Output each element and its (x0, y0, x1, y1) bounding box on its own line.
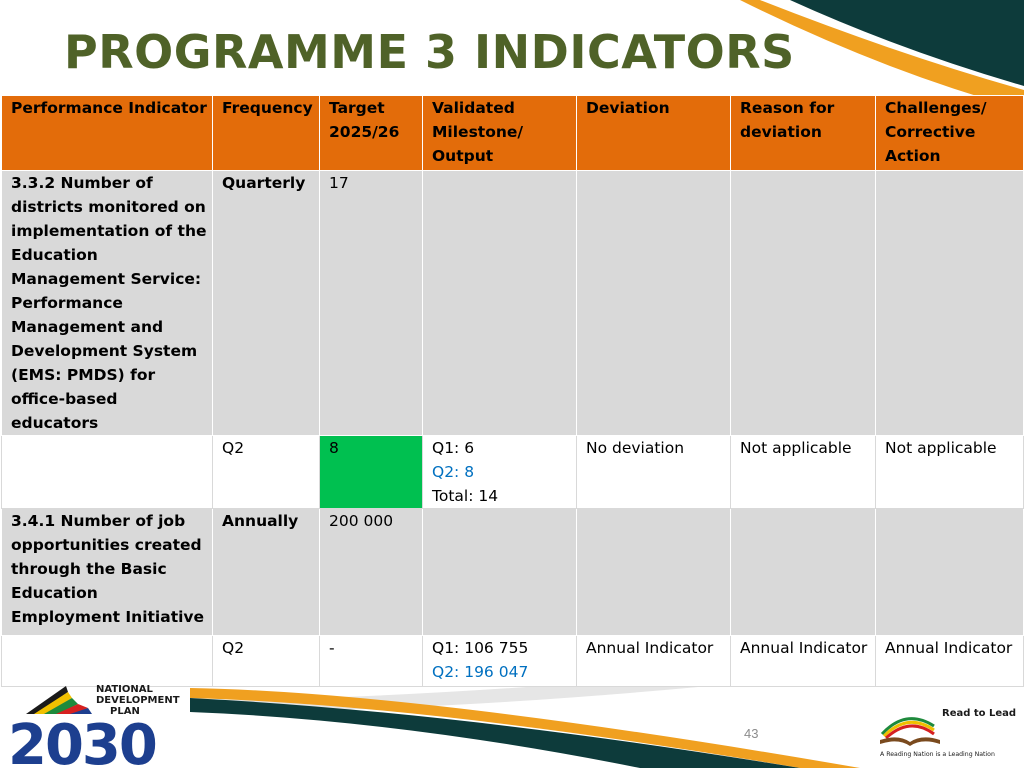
indicator-cell: 3.4.1 Number of job opportunities create… (1, 508, 213, 636)
table-row: Q2 8 Q1: 6 Q2: 8 Total: 14 No deviation … (1, 435, 1024, 509)
reason-cell: Not applicable (730, 435, 876, 509)
read-to-lead-logo: Read to Lead A Reading Nation is a Leadi… (880, 708, 1016, 758)
target-cell: 17 (319, 170, 423, 436)
frequency-cell: Q2 (212, 435, 320, 509)
milestone-q2: Q2: 8 (432, 463, 475, 481)
indicator-cell (1, 435, 213, 509)
milestone-q2: Q2: 196 047 (432, 663, 529, 681)
r2l-name: Read to Lead (942, 708, 1016, 719)
milestone-cell: Q1: 106 755 Q2: 196 047 (422, 635, 577, 687)
table-row: Q2 - Q1: 106 755 Q2: 196 047 Annual Indi… (1, 635, 1024, 687)
header-frequency: Frequency (212, 95, 320, 171)
header-target: Target 2025/26 (319, 95, 423, 171)
frequency-cell: Quarterly (212, 170, 320, 436)
deviation-cell: No deviation (576, 435, 731, 509)
target-cell: - (319, 635, 423, 687)
header-deviation: Deviation (576, 95, 731, 171)
challenges-cell: Annual Indicator (875, 635, 1024, 687)
challenges-cell (875, 508, 1024, 636)
ndp-year: 2030 (8, 713, 156, 768)
page-number: 43 (744, 726, 759, 741)
book-icon (880, 737, 940, 746)
milestone-q1: Q1: 6 (432, 439, 475, 457)
milestone-q1: Q1: 106 755 (432, 639, 529, 657)
page-title: PROGRAMME 3 INDICATORS (64, 25, 795, 79)
milestone-cell: Q1: 6 Q2: 8 Total: 14 (422, 435, 577, 509)
r2l-tagline: A Reading Nation is a Leading Nation (880, 751, 995, 758)
milestone-total: Total: 14 (432, 487, 499, 505)
frequency-cell: Annually (212, 508, 320, 636)
deviation-cell: Annual Indicator (576, 635, 731, 687)
reason-cell (730, 170, 876, 436)
ndp-2030-logo: NATIONAL DEVELOPMENT PLAN 2030 (8, 684, 180, 768)
target-cell: 8 (319, 435, 423, 509)
header-validated-milestone: Validated Milestone/ Output (422, 95, 577, 171)
indicators-table: Performance Indicator Frequency Target 2… (1, 95, 1024, 687)
table-row: 3.3.2 Number of districts monitored on i… (1, 170, 1024, 436)
header-reason-for-deviation: Reason for deviation (730, 95, 876, 171)
table-row: 3.4.1 Number of job opportunities create… (1, 508, 1024, 636)
target-cell: 200 000 (319, 508, 423, 636)
deviation-cell (576, 170, 731, 436)
reason-cell (730, 508, 876, 636)
deviation-cell (576, 508, 731, 636)
table-header-row: Performance Indicator Frequency Target 2… (1, 95, 1024, 171)
ndp-line3: PLAN (110, 706, 140, 717)
ndp-line1: NATIONAL (96, 684, 153, 695)
header-challenges: Challenges/ Corrective Action (875, 95, 1024, 171)
challenges-cell (875, 170, 1024, 436)
milestone-cell (422, 508, 577, 636)
indicator-cell: 3.3.2 Number of districts monitored on i… (1, 170, 213, 436)
reason-cell: Annual Indicator (730, 635, 876, 687)
frequency-cell: Q2 (212, 635, 320, 687)
ndp-line2: DEVELOPMENT (96, 695, 180, 706)
challenges-cell: Not applicable (875, 435, 1024, 509)
indicator-cell (1, 635, 213, 687)
header-performance-indicator: Performance Indicator (1, 95, 213, 171)
milestone-cell (422, 170, 577, 436)
